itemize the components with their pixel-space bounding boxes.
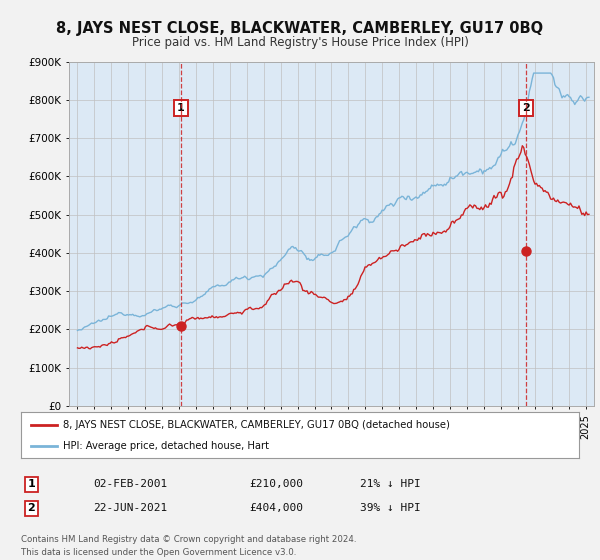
Text: 8, JAYS NEST CLOSE, BLACKWATER, CAMBERLEY, GU17 0BQ: 8, JAYS NEST CLOSE, BLACKWATER, CAMBERLE… bbox=[56, 21, 544, 36]
Text: 1: 1 bbox=[28, 479, 35, 489]
Text: 8, JAYS NEST CLOSE, BLACKWATER, CAMBERLEY, GU17 0BQ (detached house): 8, JAYS NEST CLOSE, BLACKWATER, CAMBERLE… bbox=[63, 419, 450, 430]
Text: 21% ↓ HPI: 21% ↓ HPI bbox=[360, 479, 421, 489]
Text: 2: 2 bbox=[28, 503, 35, 514]
Text: Contains HM Land Registry data © Crown copyright and database right 2024.: Contains HM Land Registry data © Crown c… bbox=[21, 535, 356, 544]
Text: HPI: Average price, detached house, Hart: HPI: Average price, detached house, Hart bbox=[63, 441, 269, 451]
Text: 1: 1 bbox=[176, 103, 184, 113]
Text: This data is licensed under the Open Government Licence v3.0.: This data is licensed under the Open Gov… bbox=[21, 548, 296, 557]
Text: 2: 2 bbox=[522, 103, 530, 113]
Text: £404,000: £404,000 bbox=[249, 503, 303, 514]
Text: Price paid vs. HM Land Registry's House Price Index (HPI): Price paid vs. HM Land Registry's House … bbox=[131, 36, 469, 49]
Text: 02-FEB-2001: 02-FEB-2001 bbox=[93, 479, 167, 489]
Text: £210,000: £210,000 bbox=[249, 479, 303, 489]
Text: 39% ↓ HPI: 39% ↓ HPI bbox=[360, 503, 421, 514]
Text: 22-JUN-2021: 22-JUN-2021 bbox=[93, 503, 167, 514]
